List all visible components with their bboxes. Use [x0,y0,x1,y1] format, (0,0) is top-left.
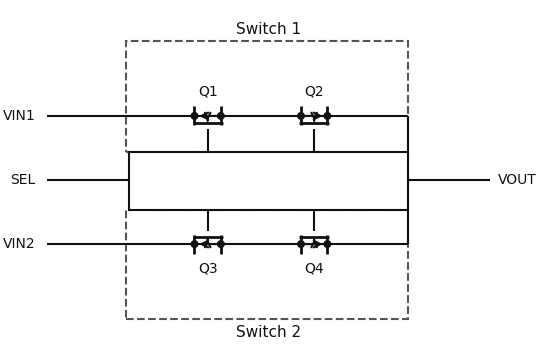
Bar [130,152,408,210]
Text: Switch 1: Switch 1 [237,22,301,37]
Bar [126,41,408,152]
Circle shape [191,241,198,247]
Text: Switch 2: Switch 2 [237,325,301,340]
Text: Q3: Q3 [198,262,218,276]
Text: Q4: Q4 [305,262,324,276]
Text: Logic Controller and
Charge Pump: Logic Controller and Charge Pump [199,166,339,196]
Text: Q1: Q1 [198,84,218,98]
Circle shape [218,113,224,119]
Text: SEL: SEL [10,173,35,187]
Circle shape [191,113,198,119]
Text: VOUT: VOUT [498,173,537,187]
Text: VIN2: VIN2 [3,237,35,251]
Circle shape [298,241,304,247]
Circle shape [324,113,330,119]
Circle shape [218,241,224,247]
Circle shape [324,241,330,247]
Circle shape [298,113,304,119]
Bar [126,210,408,319]
Text: Q2: Q2 [305,84,324,98]
Text: VIN1: VIN1 [3,109,35,123]
